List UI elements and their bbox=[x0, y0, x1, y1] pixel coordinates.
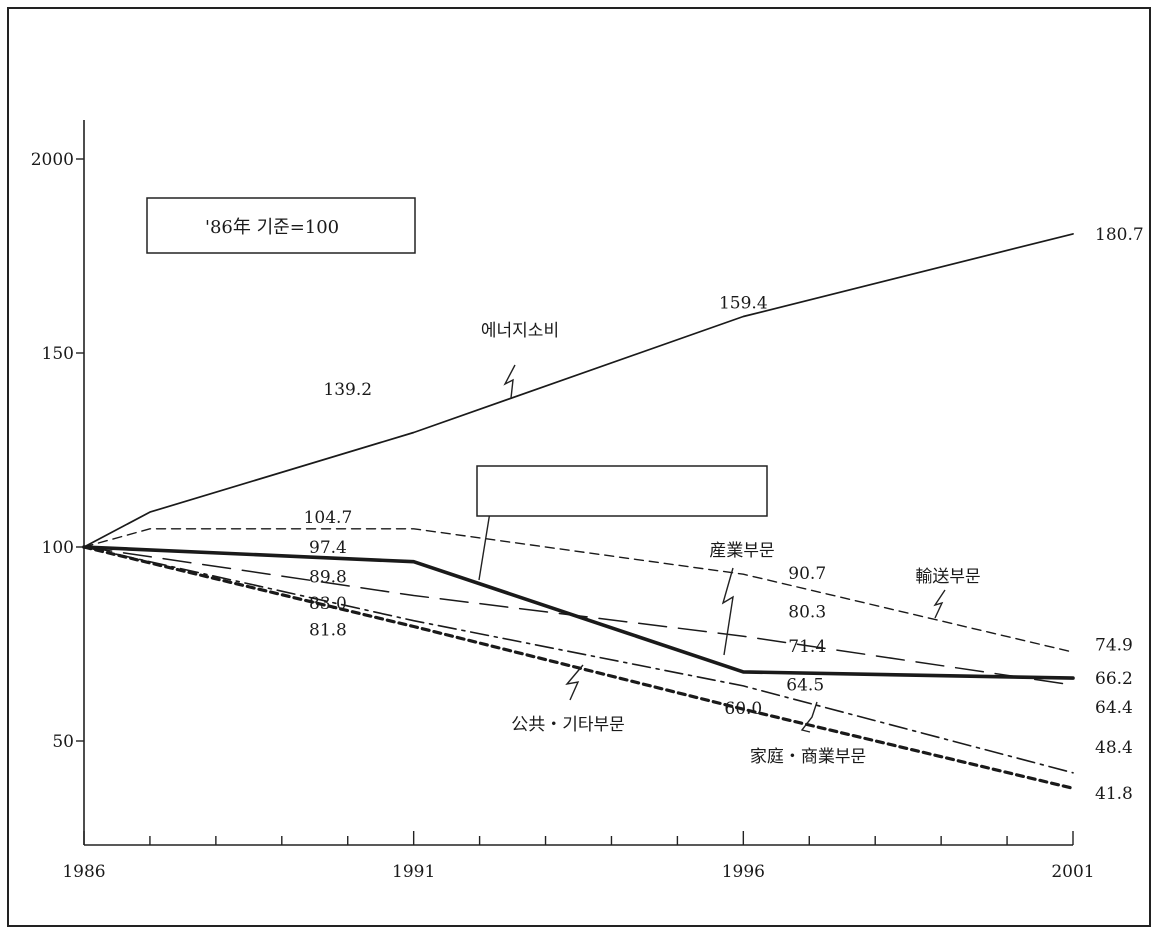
y-tick-label: 150 bbox=[42, 344, 74, 364]
data-label: 71.4 bbox=[788, 637, 826, 657]
note-text: '86年 기준=100 bbox=[205, 217, 339, 238]
y-tick-label: 50 bbox=[52, 732, 74, 752]
series-pointer bbox=[478, 511, 498, 581]
data-label: 180.7 bbox=[1095, 225, 1144, 245]
data-label: 89.8 bbox=[309, 568, 347, 588]
y-tick-label: 100 bbox=[42, 538, 74, 558]
series-name-label: 家庭・商業부문 bbox=[750, 747, 866, 767]
series-line bbox=[82, 545, 1075, 680]
data-label: 41.8 bbox=[1095, 784, 1133, 804]
data-label: 60.0 bbox=[724, 699, 762, 719]
series-pointer bbox=[565, 664, 584, 701]
note-box bbox=[146, 197, 416, 254]
series-name-label: 輸送부문 bbox=[915, 567, 980, 587]
data-label: 104.7 bbox=[304, 508, 353, 528]
series-name-label: 産業부문 bbox=[709, 541, 774, 561]
series-line bbox=[83, 233, 1074, 548]
x-tick-label: 2001 bbox=[1051, 862, 1094, 882]
series-pointer bbox=[800, 701, 818, 733]
data-label: 48.4 bbox=[1095, 738, 1133, 758]
series-line bbox=[83, 528, 1074, 653]
data-label: 139.2 bbox=[323, 380, 372, 400]
gnp-series-box bbox=[476, 465, 768, 517]
chart-frame bbox=[7, 7, 1151, 927]
x-tick-label: 1986 bbox=[62, 862, 105, 882]
data-label: 74.9 bbox=[1095, 635, 1133, 655]
data-label: 80.3 bbox=[788, 602, 826, 622]
data-label: 83.0 bbox=[309, 594, 347, 614]
series-line bbox=[82, 545, 1075, 790]
series-pointer bbox=[503, 364, 516, 399]
data-label: 64.4 bbox=[1095, 698, 1133, 718]
data-label: 97.4 bbox=[309, 538, 347, 558]
series-pointer bbox=[933, 589, 946, 619]
data-label: 81.8 bbox=[309, 621, 347, 641]
series-line bbox=[83, 546, 1074, 686]
data-label: 66.2 bbox=[1095, 669, 1133, 689]
data-label: 90.7 bbox=[788, 564, 826, 584]
series-line bbox=[83, 546, 1074, 774]
data-label: 159.4 bbox=[719, 294, 768, 314]
x-tick-label: 1991 bbox=[392, 862, 435, 882]
series-name-label: 에너지소비 bbox=[481, 321, 559, 341]
x-tick-label: 1996 bbox=[722, 862, 765, 882]
annotations: '86年 기준=100 bbox=[146, 197, 768, 517]
series-pointer bbox=[721, 567, 734, 656]
series-name-label: 公共・기타부문 bbox=[511, 715, 625, 735]
series-layer bbox=[82, 233, 1075, 790]
y-tick-label: 2000 bbox=[31, 150, 74, 170]
axes: 1986 1991 1996 2001 50 100 150 2000 bbox=[31, 120, 1095, 882]
data-label: 64.5 bbox=[786, 676, 824, 696]
